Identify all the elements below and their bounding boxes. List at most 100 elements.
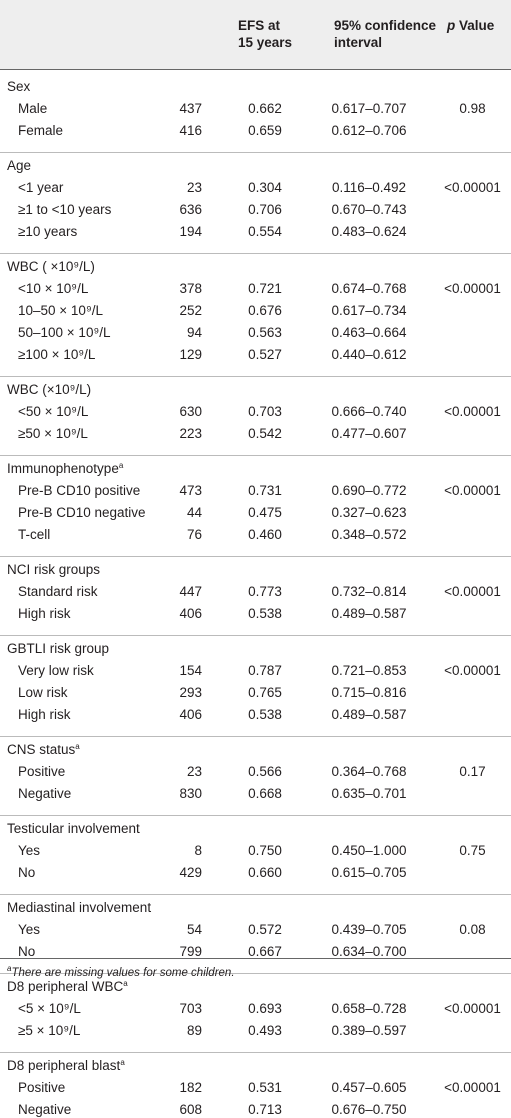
row-n: 129: [179, 347, 202, 362]
row-ci: 0.463–0.664: [331, 325, 407, 340]
row-ci: 0.690–0.772: [331, 483, 407, 498]
row-n: 630: [179, 404, 202, 419]
group-title-text: GBTLI risk group: [7, 641, 110, 656]
row-efs: 0.713: [248, 1102, 282, 1117]
row-n: 23: [186, 764, 202, 779]
row-label: Low risk: [18, 685, 68, 700]
row-efs: 0.460: [248, 527, 282, 542]
row-efs: 0.493: [248, 1023, 282, 1038]
row-ci: 0.389–0.597: [331, 1023, 407, 1038]
row-label: Negative: [18, 786, 72, 801]
row-n: 473: [179, 483, 202, 498]
row-label: High risk: [18, 707, 71, 722]
row-efs: 0.531: [248, 1080, 282, 1095]
row-n: 8: [194, 843, 202, 858]
row-label: Pre-B CD10 negative: [18, 505, 146, 520]
row-ci: 0.364–0.768: [331, 764, 407, 779]
row-n: 416: [179, 123, 202, 138]
group-title-text: Age: [7, 158, 32, 173]
row-ci: 0.116–0.492: [331, 180, 407, 195]
row-efs: 0.731: [248, 483, 282, 498]
group-title-text: D8 peripheral WBC: [7, 979, 124, 994]
group-title-text: D8 peripheral blast: [7, 1058, 121, 1073]
row-n: 437: [179, 101, 202, 116]
row-ci: 0.732–0.814: [331, 584, 407, 599]
group-divider: [0, 736, 511, 737]
row-n: 252: [179, 303, 202, 318]
row-ci: 0.658–0.728: [331, 1001, 407, 1016]
header-p-value: p Value: [447, 17, 511, 34]
row-n: 154: [179, 663, 202, 678]
row-ci: 0.617–0.707: [331, 101, 407, 116]
row-n: 94: [186, 325, 202, 340]
row-ci: 0.615–0.705: [331, 865, 407, 880]
footnote-marker: a: [120, 1058, 125, 1067]
header-rule: [0, 69, 511, 70]
group-divider: [0, 973, 511, 974]
row-ci: 0.477–0.607: [331, 426, 407, 441]
row-efs: 0.667: [248, 944, 282, 959]
row-n: 703: [179, 1001, 202, 1016]
group-divider: [0, 894, 511, 895]
footnote-text: There are missing values for some childr…: [11, 967, 235, 979]
row-ci: 0.670–0.743: [331, 202, 407, 217]
row-efs: 0.706: [248, 202, 282, 217]
row-efs: 0.750: [248, 843, 282, 858]
row-n: 223: [179, 426, 202, 441]
row-label: Pre-B CD10 positive: [18, 483, 141, 498]
row-label: T-cell: [18, 527, 51, 542]
row-label: 50–100 × 10⁹/L: [18, 325, 111, 340]
row-efs: 0.787: [248, 663, 282, 678]
row-efs: 0.538: [248, 606, 282, 621]
footnote-marker: a: [7, 964, 12, 973]
row-efs: 0.538: [248, 707, 282, 722]
group-title: D8 peripheral blasta: [7, 1058, 125, 1074]
row-label: <50 × 10⁹/L: [18, 404, 89, 419]
header-p-rest: Value: [455, 18, 495, 33]
footnote-marker: a: [118, 461, 124, 470]
group-title-text: Immunophenotype: [7, 461, 119, 476]
row-label: Standard risk: [18, 584, 98, 599]
group-divider: [0, 1052, 511, 1053]
row-p-value: <0.00001: [444, 483, 501, 498]
row-ci: 0.676–0.750: [331, 1102, 407, 1117]
row-label: <1 year: [18, 180, 64, 195]
group-title: Testicular involvement: [7, 821, 140, 837]
row-efs: 0.572: [248, 922, 282, 937]
row-ci: 0.327–0.623: [331, 505, 407, 520]
row-efs: 0.563: [248, 325, 282, 340]
group-divider: [0, 455, 511, 456]
header-efs: EFS at 15 years: [238, 18, 293, 50]
header-p-italic: p: [447, 18, 456, 33]
group-divider: [0, 815, 511, 816]
row-p-value: 0.98: [459, 101, 486, 116]
row-ci: 0.348–0.572: [331, 527, 407, 542]
row-efs: 0.765: [248, 685, 282, 700]
row-n: 636: [179, 202, 202, 217]
row-efs: 0.527: [248, 347, 282, 362]
row-label: Male: [18, 101, 48, 116]
row-label: <10 × 10⁹/L: [18, 281, 89, 296]
footer-rule: [0, 958, 511, 959]
row-label: Positive: [18, 1080, 66, 1095]
group-title-text: Testicular involvement: [7, 821, 140, 836]
table-header: EFS at 15 years 95% confidence interval …: [0, 0, 511, 69]
row-n: 406: [179, 606, 202, 621]
row-ci: 0.634–0.700: [331, 944, 407, 959]
row-efs: 0.659: [248, 123, 282, 138]
row-ci: 0.439–0.705: [331, 922, 407, 937]
row-label: ≥100 × 10⁹/L: [18, 347, 96, 362]
row-n: 182: [179, 1080, 202, 1095]
row-p-value: 0.75: [459, 843, 486, 858]
row-efs: 0.475: [248, 505, 282, 520]
row-ci: 0.721–0.853: [331, 663, 407, 678]
row-ci: 0.450–1.000: [331, 843, 407, 858]
group-title: D8 peripheral WBCa: [7, 979, 128, 995]
header-confidence-interval: 95% confidence interval: [334, 18, 437, 50]
row-ci: 0.489–0.587: [331, 707, 407, 722]
group-title: Immunophenotypea: [7, 461, 123, 477]
row-label: Yes: [18, 843, 41, 858]
group-title: GBTLI risk group: [7, 641, 109, 657]
footnote-marker: a: [123, 979, 128, 988]
